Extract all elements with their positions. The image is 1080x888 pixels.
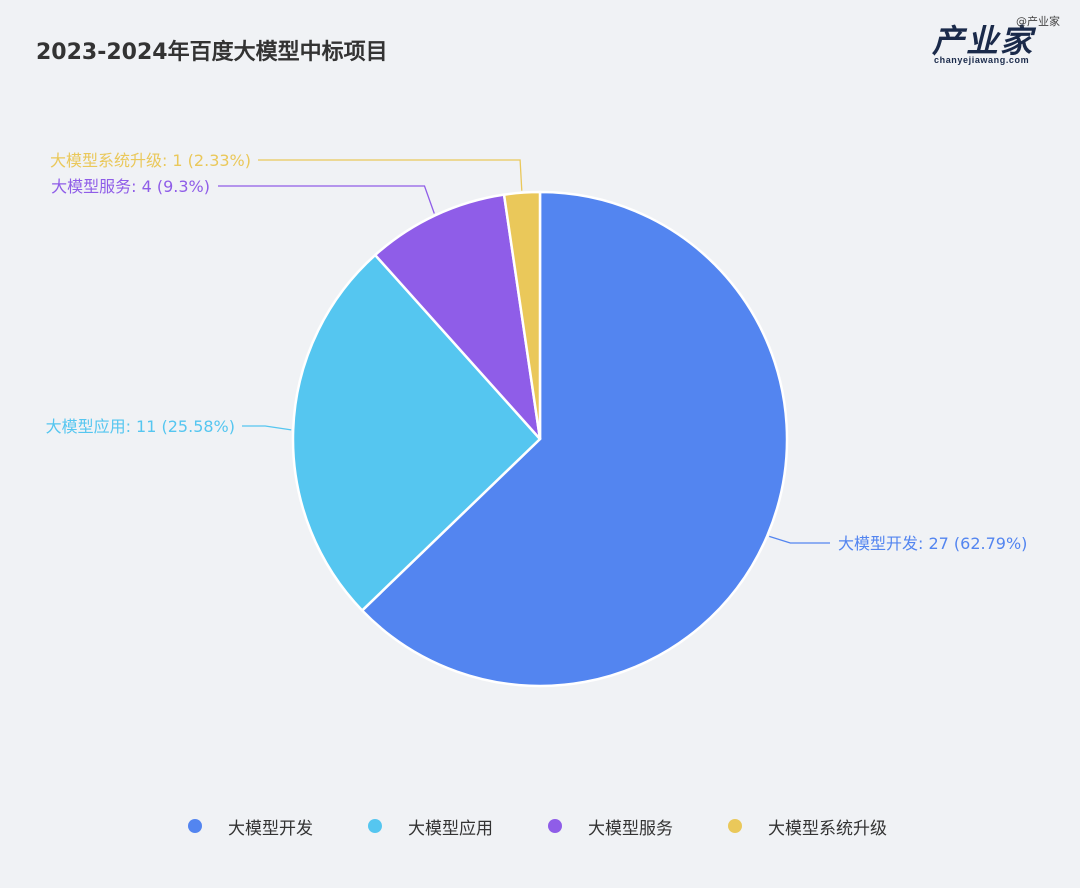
legend-label: 大模型应用 [408, 818, 493, 839]
chart-legend: 大模型开发 大模型应用 大模型服务 大模型系统升级 [0, 810, 1080, 842]
pie-slice-1[interactable] [360, 190, 789, 688]
logo-text: 产业家 [932, 22, 1035, 60]
legend-marker [188, 819, 202, 833]
legend-item-1[interactable]: 大模型开发 [188, 814, 313, 839]
brand-logo: 产业家 chanyejiawang.com [930, 20, 1060, 68]
legend-label: 大模型服务 [588, 818, 673, 839]
pie-slice-3[interactable] [373, 193, 542, 441]
legend-marker [368, 819, 382, 833]
callout-line-3 [218, 185, 435, 214]
callout-line-4 [258, 159, 523, 191]
legend-label: 大模型系统升级 [768, 818, 887, 839]
data-label-3: 大模型服务: 4 (9.3%) [51, 177, 210, 196]
callout-line-1 [769, 535, 830, 544]
pie-slice-2[interactable] [291, 253, 542, 612]
legend-item-2[interactable]: 大模型应用 [368, 814, 493, 839]
legend-item-4[interactable]: 大模型系统升级 [728, 814, 887, 839]
pie-chart: 大模型开发: 27 (62.79%) 大模型应用: 11 (25.58%) 大模型服… [46, 151, 1027, 688]
legend-item-3[interactable]: 大模型服务 [548, 814, 673, 839]
watermark: @产业家 [1016, 15, 1060, 28]
legend-marker [728, 819, 742, 833]
logo-domain: chanyejiawang.com [934, 55, 1030, 65]
legend-marker [548, 819, 562, 833]
data-label-1: 大模型开发: 27 (62.79%) [838, 534, 1027, 553]
callout-line-2 [242, 425, 292, 431]
data-label-2: 大模型应用: 11 (25.58%) [46, 417, 235, 436]
legend-label: 大模型开发 [228, 818, 313, 839]
chart-title: 2023-2024年百度大模型中标项目 [36, 40, 388, 65]
pie-slice-4[interactable] [502, 190, 542, 441]
data-label-4: 大模型系统升级: 1 (2.33%) [50, 151, 251, 170]
